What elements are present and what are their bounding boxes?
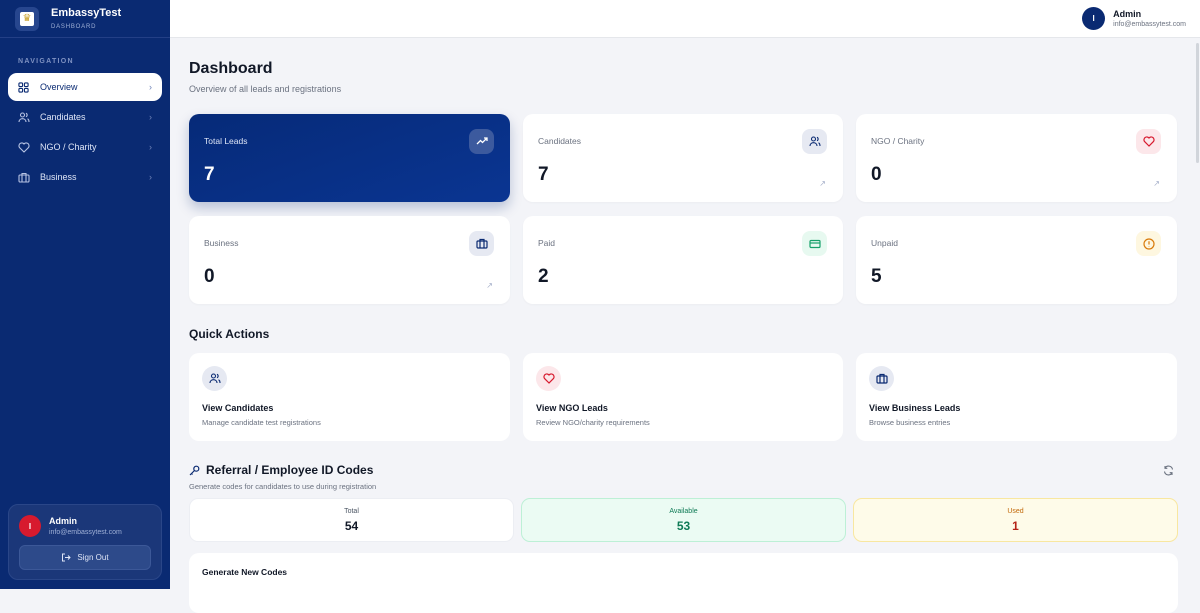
sidebar-user-card: I Admin info@embassytest.com Sign Out [8, 504, 162, 580]
grid-icon [18, 81, 30, 93]
action-title: View Business Leads [869, 403, 961, 413]
nav-title: NAVIGATION [18, 58, 74, 65]
action-description: Browse business entries [869, 418, 951, 427]
total-codes: Total 54 [189, 498, 514, 542]
total-label: Total [344, 508, 359, 515]
stat-label: Candidates [538, 136, 582, 146]
users-icon [802, 129, 827, 154]
arrow-up-right-icon: ↗ [819, 179, 826, 188]
chevron-right-icon: › [149, 172, 152, 182]
stat-label: Business [204, 238, 239, 248]
sidebar-item-ngo-charity[interactable]: NGO / Charity › [8, 133, 162, 161]
briefcase-icon [469, 231, 494, 256]
sidebar-item-label: NGO / Charity [40, 142, 97, 152]
generate-codes-title: Generate New Codes [202, 567, 288, 577]
available-codes: Available 53 [521, 498, 846, 542]
user-menu[interactable]: I Admin info@embassytest.com [1082, 7, 1186, 30]
code-stats: Total 54 Available 53 Used 1 [189, 498, 1178, 542]
stat-card-business[interactable]: Business 0 ↗ [189, 216, 510, 304]
credit-card-icon [802, 231, 827, 256]
used-codes: Used 1 [853, 498, 1178, 542]
stat-card-unpaid: Unpaid 5 [856, 216, 1177, 304]
referral-header: Referral / Employee ID Codes Generate co… [189, 463, 1178, 491]
alert-circle-icon [1136, 231, 1161, 256]
referral-title: Referral / Employee ID Codes [206, 463, 374, 477]
logo-icon: ♛ [15, 6, 39, 31]
refresh-icon[interactable] [1163, 465, 1174, 476]
log-out-icon [61, 553, 72, 562]
stat-value: 5 [871, 266, 882, 287]
page-title: Dashboard [189, 60, 273, 77]
sign-out-button[interactable]: Sign Out [19, 545, 151, 570]
stat-label: NGO / Charity [871, 136, 925, 146]
sidebar: ♛ EmbassyTest DASHBOARD NAVIGATION Overv… [0, 0, 170, 589]
briefcase-icon [869, 366, 894, 391]
heart-icon [536, 366, 561, 391]
user-name: Admin [49, 516, 77, 526]
avatar: I [19, 515, 41, 537]
page-subtitle: Overview of all leads and registrations [189, 84, 342, 94]
generate-codes-panel: Generate New Codes [189, 553, 1178, 613]
action-description: Manage candidate test registrations [202, 418, 321, 427]
sidebar-item-candidates[interactable]: Candidates › [8, 103, 162, 131]
stat-value: 7 [538, 164, 549, 185]
brand-name: EmbassyTest [51, 7, 122, 19]
avatar: I [1082, 7, 1106, 30]
topbar: I Admin info@embassytest.com [170, 0, 1200, 38]
action-title: View NGO Leads [536, 403, 608, 413]
stat-value: 7 [204, 164, 215, 185]
stats-grid: Total Leads 7 Candidates 7 ↗ NGO / Chari… [189, 114, 1178, 304]
users-icon [18, 111, 30, 123]
stat-label: Unpaid [871, 238, 898, 248]
key-icon [189, 465, 200, 476]
stat-card-candidates[interactable]: Candidates 7 ↗ [523, 114, 843, 202]
quick-actions: View Candidates Manage candidate test re… [189, 353, 1178, 441]
main-content: Dashboard Overview of all leads and regi… [189, 38, 1178, 613]
available-label: Available [669, 508, 698, 515]
stat-card-ngo-charity[interactable]: NGO / Charity 0 ↗ [856, 114, 1177, 202]
heart-icon [1136, 129, 1161, 154]
scrollbar-thumb[interactable] [1196, 43, 1199, 163]
quick-actions-title: Quick Actions [189, 327, 270, 341]
stat-value: 0 [871, 164, 882, 185]
sign-out-label: Sign Out [77, 553, 109, 562]
trending-up-icon [469, 129, 494, 154]
user-name: Admin [1113, 9, 1142, 19]
sidebar-item-label: Candidates [40, 112, 86, 122]
available-value: 53 [676, 519, 691, 533]
arrow-up-right-icon: ↗ [486, 281, 493, 290]
arrow-up-right-icon: ↗ [1153, 179, 1160, 188]
scrollbar[interactable] [1194, 38, 1200, 589]
total-value: 54 [344, 519, 359, 533]
users-icon [202, 366, 227, 391]
used-label: Used [1007, 508, 1024, 515]
action-title: View Candidates [202, 403, 274, 413]
stat-value: 0 [204, 266, 215, 287]
stat-card-total-leads: Total Leads 7 [189, 114, 510, 202]
chevron-right-icon: › [149, 82, 152, 92]
brand: ♛ EmbassyTest DASHBOARD [0, 0, 170, 38]
brand-subtitle: DASHBOARD [51, 24, 97, 30]
chevron-right-icon: › [149, 112, 152, 122]
sidebar-item-label: Business [40, 172, 77, 182]
chevron-right-icon: › [149, 142, 152, 152]
sidebar-item-business[interactable]: Business › [8, 163, 162, 191]
nav: Overview › Candidates › NGO / Charity › … [0, 73, 170, 191]
action-description: Review NGO/charity requirements [536, 418, 650, 427]
view-business-leads-card[interactable]: View Business Leads Browse business entr… [856, 353, 1177, 441]
view-candidates-card[interactable]: View Candidates Manage candidate test re… [189, 353, 510, 441]
stat-label: Total Leads [204, 136, 248, 146]
stat-label: Paid [538, 238, 556, 248]
sidebar-item-label: Overview [40, 82, 78, 92]
user-email: info@embassytest.com [1113, 21, 1186, 28]
stat-value: 2 [538, 266, 549, 287]
user-email: info@embassytest.com [49, 529, 122, 536]
heart-icon [18, 141, 30, 153]
view-ngo-leads-card[interactable]: View NGO Leads Review NGO/charity requir… [523, 353, 843, 441]
sidebar-item-overview[interactable]: Overview › [8, 73, 162, 101]
briefcase-icon [18, 172, 30, 183]
used-value: 1 [1012, 519, 1019, 533]
stat-card-paid: Paid 2 [523, 216, 843, 304]
referral-subtitle: Generate codes for candidates to use dur… [189, 482, 377, 491]
